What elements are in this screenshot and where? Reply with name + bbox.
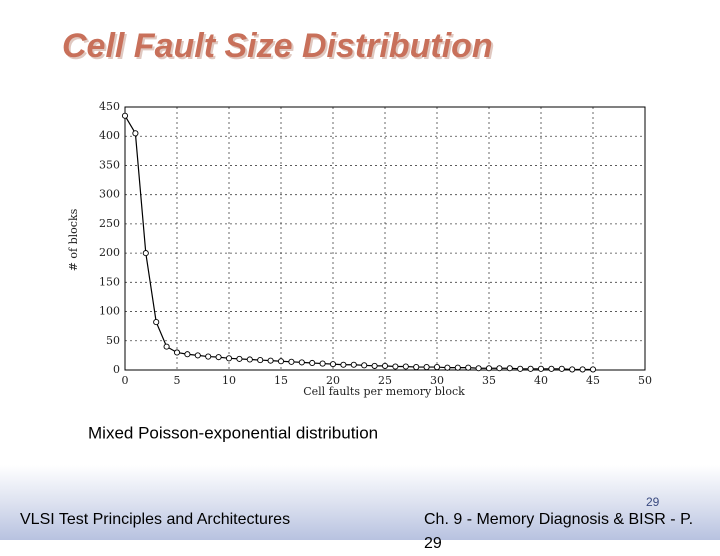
- x-tick-label: 15: [274, 374, 288, 387]
- marker: [548, 365, 555, 372]
- y-tick-label: 300: [99, 188, 120, 201]
- marker: [537, 365, 545, 372]
- marker: [392, 363, 399, 370]
- y-tick-label: 400: [99, 129, 120, 142]
- x-tick-label: 30: [430, 374, 444, 387]
- marker: [413, 364, 420, 371]
- marker: [132, 130, 139, 137]
- x-tick-label: 5: [174, 374, 181, 387]
- marker: [298, 359, 305, 366]
- chart-title: Cell Fault Size Distribution: [62, 27, 493, 65]
- y-tick-label: 150: [99, 275, 120, 288]
- marker: [569, 366, 576, 373]
- y-axis-label: # of blocks: [67, 208, 80, 271]
- x-axis-label: Cell faults per memory block: [303, 385, 465, 398]
- marker: [163, 343, 170, 350]
- x-tick-label: 0: [122, 374, 129, 387]
- page-number: 29: [646, 495, 660, 509]
- marker: [350, 361, 357, 368]
- x-tick-label: 10: [222, 374, 236, 387]
- marker: [517, 365, 524, 372]
- marker: [579, 366, 586, 373]
- marker: [340, 361, 347, 368]
- chart: Cell Fault Size Distribution Cell Fault …: [0, 27, 720, 540]
- marker: [215, 354, 222, 361]
- marker: [496, 365, 503, 372]
- marker: [381, 362, 389, 369]
- marker: [558, 365, 565, 372]
- marker: [277, 358, 285, 365]
- x-tick-label: 45: [586, 374, 600, 387]
- marker: [506, 365, 513, 372]
- marker: [319, 360, 326, 367]
- marker: [257, 357, 264, 364]
- y-tick-label: 200: [99, 246, 120, 259]
- marker: [402, 363, 409, 370]
- marker: [475, 365, 482, 372]
- marker: [371, 362, 378, 369]
- y-tick-label: 250: [99, 217, 120, 230]
- y-tick-label: 350: [99, 158, 120, 171]
- marker: [309, 359, 316, 367]
- marker: [153, 319, 160, 326]
- marker: [444, 364, 451, 371]
- marker: [527, 365, 534, 372]
- plot-frame: [124, 106, 646, 371]
- marker: [465, 364, 472, 371]
- slide: Cell Fault Size Distribution Cell Fault …: [0, 26, 720, 552]
- x-tick-label: 50: [638, 374, 652, 387]
- marker: [267, 357, 274, 364]
- x-tick-label: 35: [482, 374, 496, 387]
- marker: [173, 349, 181, 356]
- marker: [589, 366, 597, 373]
- caption: Mixed Poisson-exponential distribution: [88, 423, 378, 442]
- marker: [142, 250, 149, 257]
- marker: [205, 353, 212, 360]
- marker: [423, 364, 430, 371]
- marker: [361, 362, 368, 369]
- y-tick-label: 50: [106, 334, 120, 347]
- marker: [288, 358, 295, 365]
- footer-band: [0, 465, 720, 540]
- x-tick-label: 40: [534, 374, 548, 387]
- marker: [246, 356, 253, 363]
- marker: [329, 361, 337, 368]
- y-tick-label: 100: [99, 305, 120, 318]
- marker: [184, 351, 191, 358]
- title-shadow: Cell Fault Size Distribution: [64, 29, 495, 67]
- marker: [194, 352, 201, 359]
- marker: [485, 365, 493, 372]
- x-tick-label: 25: [378, 374, 392, 387]
- y-tick-label: 450: [99, 100, 120, 113]
- marker: [433, 364, 441, 371]
- x-tick-label: 20: [326, 374, 340, 387]
- marker: [225, 355, 233, 362]
- marker: [236, 355, 243, 362]
- marker: [121, 112, 129, 119]
- y-tick-label: 0: [113, 363, 120, 376]
- footer-left: VLSI Test Principles and Architectures: [20, 511, 290, 528]
- marker: [454, 364, 461, 371]
- footer-right: Ch. 9 - Memory Diagnosis & BISR - P. 29: [424, 511, 694, 552]
- line: [124, 115, 593, 371]
